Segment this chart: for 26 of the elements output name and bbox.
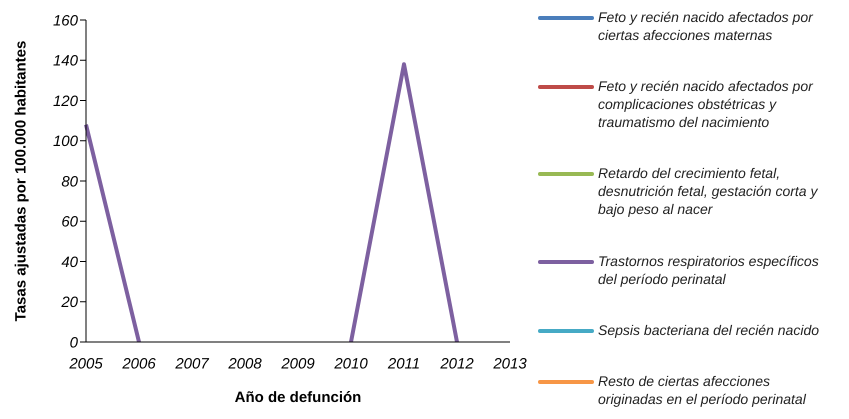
legend-label: Sepsis bacteriana del recién nacido xyxy=(598,320,820,339)
legend-label: Trastornos respiratorios específicos del período perinatal xyxy=(598,252,820,288)
x-tick-label: 2010 xyxy=(333,356,368,373)
y-tick-label: 100 xyxy=(52,133,79,150)
y-axis-title: Tasas ajustadas por 100.000 habitantes xyxy=(12,40,30,322)
y-tick-label: 40 xyxy=(61,254,79,271)
y-tick-label: 160 xyxy=(52,12,79,30)
y-tick-label: 0 xyxy=(70,334,79,352)
x-tick-label: 2011 xyxy=(386,356,420,373)
y-tick-label: 20 xyxy=(60,294,79,312)
legend-label: Feto y recién nacido afectados por ciertas afecciones maternas xyxy=(598,8,814,44)
y-tick-label: 80 xyxy=(61,173,79,190)
y-tick-label: 60 xyxy=(61,214,79,231)
legend-label: Resto de ciertas afecciones originadas en el período perinatal xyxy=(598,372,808,408)
x-axis-title: Año de defunción xyxy=(234,389,362,406)
x-tick-label: 2007 xyxy=(174,356,210,373)
x-tick-label: 2008 xyxy=(227,356,262,373)
x-tick-label: 2009 xyxy=(280,356,316,373)
x-tick-label: 2012 xyxy=(439,356,474,373)
y-tick-label: 120 xyxy=(52,92,79,110)
y-tick-label: 140 xyxy=(52,52,79,70)
legend-label: Retardo del crecimiento fetal, desnutrición fetal, gestación corta y bajo peso al nacer xyxy=(598,164,819,218)
x-tick-label: 2013 xyxy=(492,356,528,373)
x-tick-label: 2005 xyxy=(68,356,104,373)
legend-label: Feto y recién nacido afectados por complicaciones obstétricas y traumatismo del nacimiento xyxy=(598,77,814,132)
x-tick-label: 2006 xyxy=(121,356,156,373)
